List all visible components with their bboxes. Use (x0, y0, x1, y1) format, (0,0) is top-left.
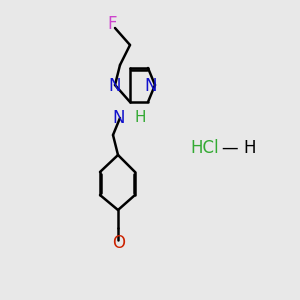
Text: O: O (112, 234, 125, 252)
Text: N: N (109, 77, 121, 95)
Text: N: N (145, 77, 157, 95)
Text: HCl: HCl (191, 139, 219, 157)
Text: H: H (134, 110, 146, 125)
Text: H: H (244, 139, 256, 157)
Text: N: N (113, 109, 125, 127)
Text: —: — (222, 139, 238, 157)
Text: F: F (107, 15, 117, 33)
